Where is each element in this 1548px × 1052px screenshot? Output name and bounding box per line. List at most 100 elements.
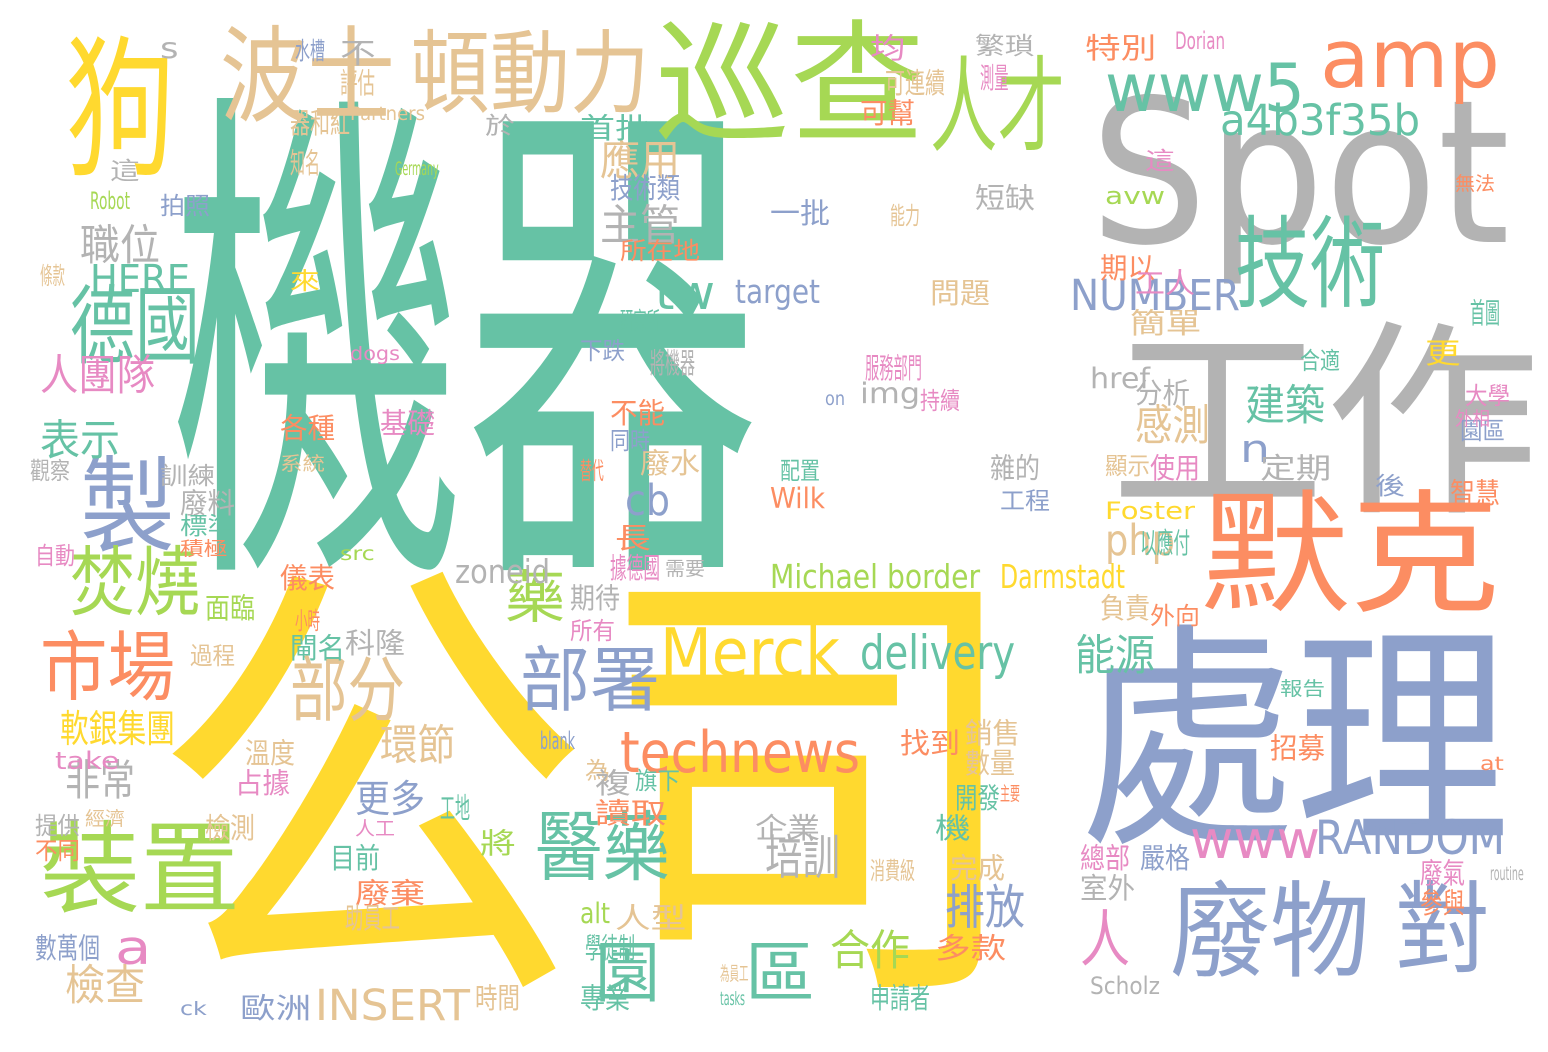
cloud-word-26: 部分 xyxy=(290,649,405,732)
cloud-word-avw: avw xyxy=(1105,182,1166,210)
cloud-word-92: 評估 xyxy=(340,67,376,100)
cloud-word-71: 繁瑣 xyxy=(975,32,1035,60)
cloud-word-184: 廢氣 xyxy=(1420,857,1465,890)
cloud-word-a4b3f35b: a4b3f35b xyxy=(1220,96,1421,146)
cloud-word-at: at xyxy=(1480,753,1504,775)
cloud-word-188: 能力 xyxy=(890,202,920,230)
cloud-word-126: 訓練 xyxy=(160,462,216,490)
cloud-word-159: 讀取 xyxy=(595,797,667,830)
cloud-word-139: 不同 xyxy=(35,837,80,865)
cloud-word-97: 特別 xyxy=(1085,32,1157,65)
cloud-word-9: 頓動力 xyxy=(410,22,650,127)
cloud-word-163: 數量 xyxy=(965,747,1016,780)
cloud-word-49: 能源 xyxy=(1075,631,1156,681)
cloud-word-germany: Germany xyxy=(395,158,439,180)
cloud-word-178: 以應付 xyxy=(1140,527,1191,560)
cloud-word-186: 招募 xyxy=(1270,732,1326,765)
cloud-word-67: 雜的 xyxy=(990,452,1041,485)
cloud-word-121: 條款 xyxy=(40,262,65,290)
cloud-word-36: 應用 xyxy=(600,136,681,186)
cloud-word-173: 持續 xyxy=(920,387,961,415)
cloud-word-130: 觀察 xyxy=(30,457,71,485)
cloud-word-174: 分析 xyxy=(1135,377,1191,410)
cloud-word-124: 基礎 xyxy=(380,407,436,440)
cloud-word-194: 大學 xyxy=(1465,382,1510,410)
cloud-word-alt: alt xyxy=(580,897,611,930)
cloud-word-93: 測量 xyxy=(980,62,1009,95)
cloud-word-src: src xyxy=(340,543,375,565)
cloud-word-137: 提供 xyxy=(35,812,80,840)
cloud-word-37: 主管 xyxy=(600,201,681,251)
cloud-word-157: 複 xyxy=(595,767,631,800)
cloud-word-56: 檢查 xyxy=(65,961,146,1011)
cloud-word-185: 參與 xyxy=(1420,887,1465,920)
cloud-word-spot: Spot xyxy=(1090,58,1510,290)
cloud-word-167: 完成 xyxy=(950,852,1006,885)
cloud-word-110: 替代 xyxy=(580,457,604,485)
cloud-word-164: 開發 xyxy=(955,782,1000,815)
cloud-word-148: 學徒制 xyxy=(585,932,636,965)
cloud-word-99: 知名 xyxy=(290,147,320,180)
cloud-word-img: img xyxy=(860,377,921,410)
cloud-word-193: 合適 xyxy=(1300,347,1341,375)
cloud-word-179: 負責 xyxy=(1100,592,1151,625)
cloud-word-156: 為 xyxy=(585,757,611,785)
cloud-word-158: 旗下 xyxy=(635,767,680,795)
cloud-word-www: www xyxy=(1190,811,1320,871)
cloud-word-141: 人工 xyxy=(355,818,395,840)
cloud-word-111: 長 xyxy=(615,522,651,555)
cloud-word-43: 人 xyxy=(1080,904,1131,976)
cloud-word-138: 經濟 xyxy=(85,808,125,830)
cloud-word-132: 儀表 xyxy=(280,562,336,595)
cloud-word-171: 簡單 xyxy=(1130,307,1202,340)
cloud-word-134: 過程 xyxy=(190,642,235,670)
cloud-word-108: 同時 xyxy=(610,427,651,455)
cloud-word-161: 找到 xyxy=(900,727,960,760)
cloud-word-number: NUMBER xyxy=(1070,271,1241,321)
cloud-word-random: RANDOM xyxy=(1315,811,1506,866)
cloud-word-98: 器和紅 xyxy=(290,107,351,140)
cloud-word-153: 申請者 xyxy=(870,982,931,1015)
cloud-word-href: href xyxy=(1090,362,1151,395)
cloud-word-54: 排放 xyxy=(945,881,1025,936)
cloud-word-zoneid: zoneid xyxy=(455,552,550,591)
cloud-word-133: 面臨 xyxy=(205,592,256,625)
cloud-word-115: 所有 xyxy=(570,617,615,645)
cloud-word-14: 裝置 xyxy=(40,811,240,928)
cloud-word-48: 感測 xyxy=(1135,401,1210,451)
cloud-word-25: 部署 xyxy=(520,639,660,722)
cloud-word-120: 拍照 xyxy=(160,192,210,220)
cloud-word-19: 德國 xyxy=(70,278,200,377)
cloud-word-70: 企業 xyxy=(755,812,820,845)
cloud-word-11: 人才 xyxy=(930,46,1066,168)
cloud-word-tw: tw xyxy=(655,266,716,321)
cloud-word-3: 工作 xyxy=(1110,303,1541,546)
cloud-word-24: 醫藥 xyxy=(535,803,670,892)
cloud-word-21: 市場 xyxy=(40,623,175,712)
cloud-word-165: 主要 xyxy=(1000,783,1020,805)
cloud-word-119: 這 xyxy=(110,157,140,185)
cloud-word-91: 不 xyxy=(340,37,376,70)
cloud-word-5: 默克 xyxy=(1200,479,1501,633)
cloud-word-57: 軟銀集團 xyxy=(60,707,176,751)
cloud-word-192: 更 xyxy=(1425,337,1461,370)
cloud-word-7: 巡查 xyxy=(655,9,925,163)
cloud-word-michael-border: Michael border xyxy=(770,557,981,596)
cloud-word-s: s xyxy=(160,32,179,65)
cloud-word-122: 來 xyxy=(290,267,320,295)
cloud-word-13: 製 xyxy=(80,446,176,568)
cloud-word-15: 廢物 xyxy=(1170,871,1371,993)
cloud-word-191: 首圖 xyxy=(1470,297,1500,330)
cloud-word-1: 公司 xyxy=(150,521,1030,1052)
cloud-word-merck: Merck xyxy=(660,614,840,692)
cloud-word-117: 閘名 xyxy=(290,632,346,665)
cloud-word-51: 非常 xyxy=(65,756,136,806)
cloud-word-170: 問題 xyxy=(930,277,990,310)
cloud-word-96: 可幫 xyxy=(860,97,916,130)
cloud-word-darmstadt: Darmstadt xyxy=(1000,557,1126,596)
cloud-word-198: 智慧 xyxy=(1450,477,1501,510)
cloud-word-47: 建築 xyxy=(1245,381,1326,431)
cloud-word-52: 更多 xyxy=(355,777,426,821)
cloud-word-189: 這 xyxy=(1145,147,1175,175)
